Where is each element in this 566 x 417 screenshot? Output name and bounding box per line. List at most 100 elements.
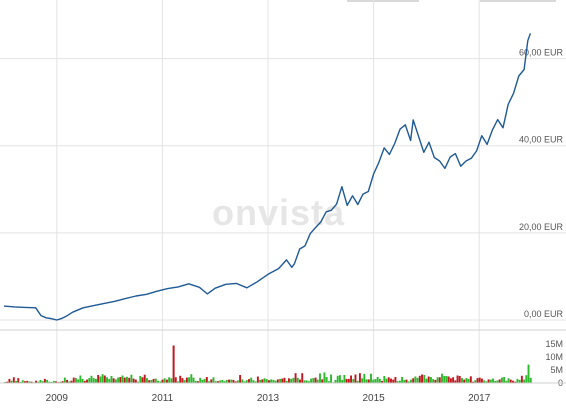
volume-bar — [310, 378, 313, 383]
volume-bar — [46, 379, 49, 383]
volume-bar — [303, 380, 306, 383]
volume-bar — [190, 374, 193, 383]
x-tick-label-3: 2015 — [362, 393, 385, 404]
volume-bar — [321, 379, 324, 383]
volume-bar — [259, 379, 262, 383]
volume-bar — [210, 379, 213, 383]
volume-bar — [485, 381, 488, 383]
volume-bar — [509, 379, 512, 383]
volume-bar — [525, 375, 528, 383]
volume-bar — [414, 376, 417, 383]
volume-bar — [179, 375, 182, 383]
volume-bar — [279, 378, 282, 383]
volume-bar — [325, 377, 328, 383]
volume-bar — [117, 377, 120, 383]
volume-bar — [483, 380, 486, 383]
volume-bar — [132, 378, 135, 383]
volume-bar — [378, 378, 381, 383]
volume-bar — [61, 381, 64, 383]
volume-bar — [194, 380, 197, 383]
volume-bar — [270, 379, 273, 383]
x-axis: 2009 2011 2013 2015 2017 — [46, 393, 491, 404]
volume-bar — [503, 377, 506, 383]
volume-bar — [307, 381, 310, 383]
volume-bar — [299, 379, 301, 383]
volume-bar — [139, 376, 142, 383]
volume-bar — [232, 379, 235, 383]
volume-bar — [88, 378, 91, 383]
volume-bar — [123, 377, 126, 383]
volume-bar — [219, 380, 222, 383]
volume-bar — [108, 378, 111, 383]
volume-bar — [343, 375, 346, 383]
volume-bar — [86, 379, 88, 383]
volume-bar — [101, 374, 104, 383]
volume-bar — [26, 380, 29, 383]
volume-bar — [141, 377, 144, 383]
volume-bar — [294, 373, 297, 383]
volume-bar — [527, 364, 530, 383]
volume-bar — [145, 378, 148, 383]
volume-bar — [234, 381, 237, 383]
volume-tick-label-2: 10M — [545, 352, 563, 362]
volume-bar — [59, 381, 62, 383]
volume-bar — [203, 378, 206, 383]
volume-bar — [63, 377, 66, 383]
volume-bar — [354, 374, 357, 383]
volume-bar — [74, 378, 77, 383]
volume-bar — [241, 379, 244, 383]
volume-bar — [387, 377, 390, 383]
volume-bar — [21, 380, 24, 383]
volume-bar — [314, 377, 317, 383]
volume-bar — [514, 381, 517, 383]
volume-bar — [478, 377, 481, 383]
volume-bar — [516, 378, 519, 383]
volume-bar — [35, 380, 37, 383]
volume-bar — [476, 378, 479, 383]
volume-bar — [199, 377, 202, 383]
volume-bar — [423, 375, 426, 383]
volume-bar — [261, 379, 264, 383]
volume-bar — [463, 379, 466, 383]
volume-bar — [225, 379, 228, 383]
volume-bar — [480, 378, 483, 383]
volume-bar — [243, 381, 246, 383]
volume-bar — [418, 375, 421, 383]
volume-bar — [518, 379, 521, 383]
x-tick-label-0: 2009 — [46, 393, 69, 404]
volume-tick-label-3: 15M — [545, 339, 563, 349]
top-tab-2[interactable] — [480, 0, 556, 2]
price-line — [3, 33, 532, 321]
volume-bar — [81, 378, 84, 383]
volume-bar — [12, 377, 15, 383]
volume-bar — [454, 380, 457, 383]
volume-bar — [197, 381, 199, 383]
volume-bar — [365, 379, 368, 383]
price-tick-label-0: 0,00 EUR — [524, 309, 564, 319]
volume-bar — [265, 379, 268, 383]
volume-bar — [254, 381, 257, 383]
top-tab-1[interactable] — [347, 0, 419, 2]
volume-bar — [327, 381, 330, 383]
volume-bar — [99, 376, 102, 383]
volume-bar — [248, 379, 250, 383]
volume-bar — [301, 373, 304, 383]
volume-bar — [319, 373, 321, 383]
volume-bar — [500, 377, 503, 383]
volume-bar — [474, 380, 477, 383]
volume-bar — [192, 377, 195, 383]
volume-bar — [236, 380, 239, 383]
volume-bar — [168, 377, 171, 383]
volume-bar — [121, 375, 124, 383]
volume-bar — [427, 376, 430, 383]
volume-bar — [390, 378, 392, 383]
volume-bar — [385, 378, 388, 383]
volume-bar — [23, 381, 26, 383]
volume-bar — [103, 375, 106, 383]
volume-bar — [292, 377, 295, 383]
volume-bar — [496, 380, 499, 383]
volume-bar — [163, 378, 166, 383]
volume-bar — [447, 376, 450, 383]
volume-bar — [161, 379, 164, 383]
volume-bar — [512, 380, 514, 383]
